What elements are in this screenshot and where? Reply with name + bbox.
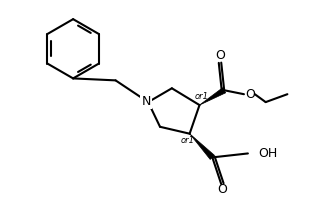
Text: OH: OH <box>258 147 277 160</box>
Polygon shape <box>200 88 226 105</box>
Text: O: O <box>217 183 227 196</box>
Text: O: O <box>215 49 225 62</box>
Text: or1: or1 <box>181 136 195 145</box>
Text: N: N <box>141 95 151 108</box>
Polygon shape <box>190 134 214 160</box>
Text: or1: or1 <box>194 92 208 101</box>
Text: O: O <box>245 88 255 101</box>
